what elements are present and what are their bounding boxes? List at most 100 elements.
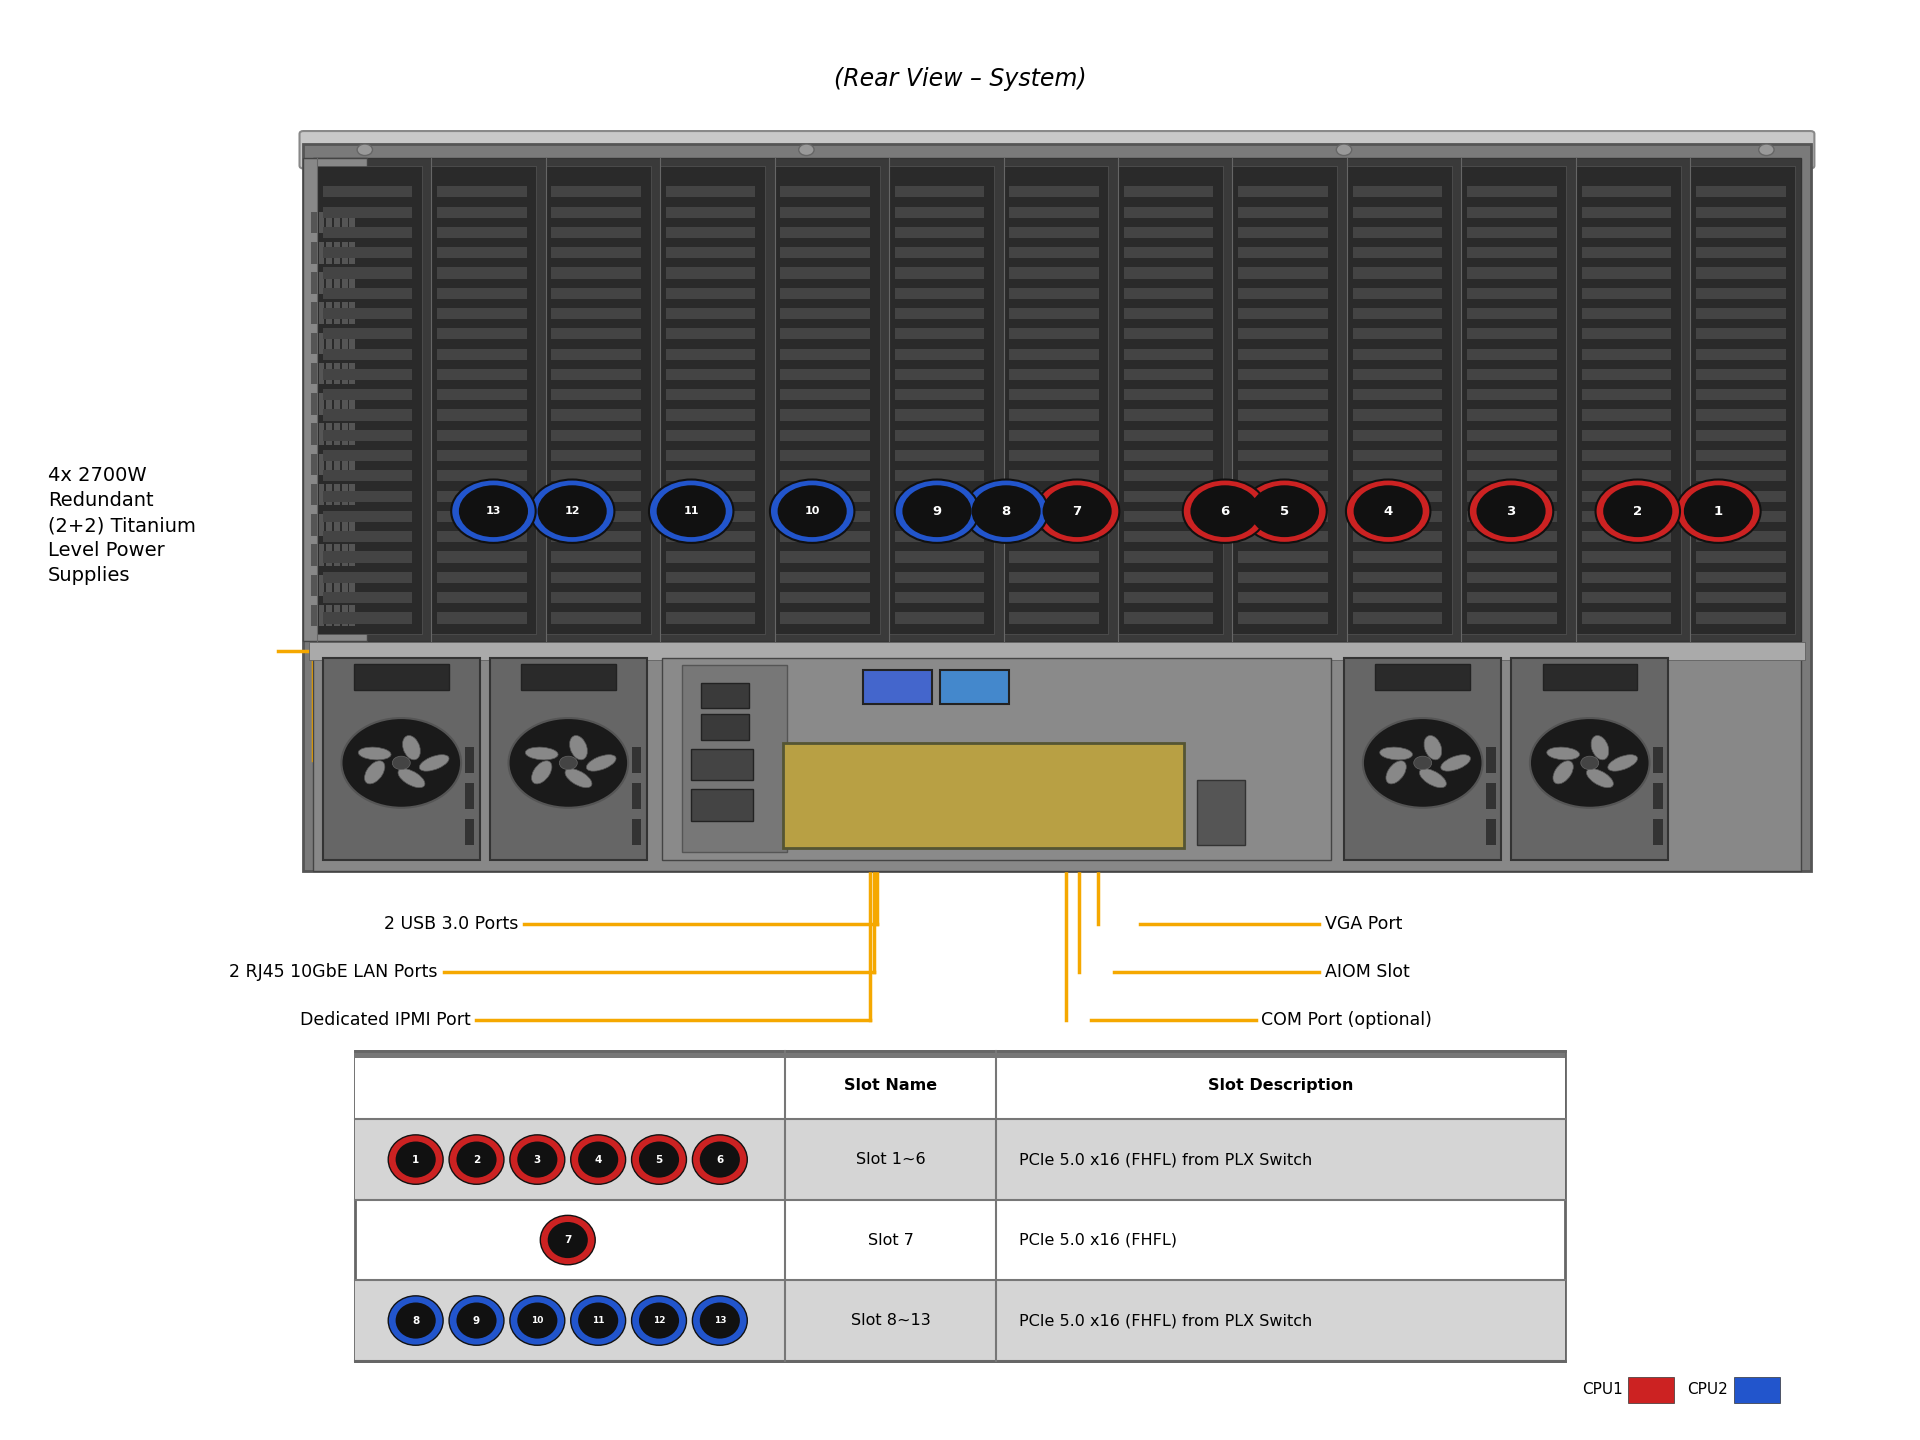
Bar [1010, 429, 1098, 441]
Bar [1467, 186, 1557, 197]
Bar [1123, 429, 1213, 441]
Bar [1123, 268, 1213, 278]
Bar [349, 242, 355, 264]
Bar [1582, 186, 1670, 197]
Bar [1695, 409, 1786, 420]
Bar [438, 308, 526, 320]
Ellipse shape [457, 1303, 497, 1339]
Bar [1467, 471, 1557, 481]
Bar [1582, 612, 1670, 624]
Bar [490, 658, 647, 860]
Bar [666, 228, 755, 238]
Bar [780, 531, 870, 543]
Bar [551, 612, 641, 624]
Bar [780, 389, 870, 400]
Bar [1467, 429, 1557, 441]
Bar [438, 186, 526, 197]
Bar [1467, 348, 1557, 360]
Text: 4: 4 [1384, 504, 1392, 518]
Bar [1354, 471, 1442, 481]
Bar [895, 228, 985, 238]
Circle shape [1354, 485, 1423, 537]
Bar [551, 409, 641, 420]
Bar [1238, 572, 1329, 583]
Bar [895, 328, 985, 340]
Bar [438, 268, 526, 278]
Bar [323, 186, 413, 197]
Bar [666, 451, 755, 461]
Text: 9: 9 [933, 504, 941, 518]
Bar [1695, 491, 1786, 501]
Bar [438, 491, 526, 501]
Circle shape [1476, 485, 1546, 537]
Bar [780, 491, 870, 501]
Bar [342, 454, 348, 475]
Bar [319, 454, 324, 475]
Bar [1695, 552, 1786, 563]
Bar [438, 511, 526, 523]
Text: 8: 8 [1002, 504, 1010, 518]
Bar [666, 348, 755, 360]
Bar [1582, 592, 1670, 603]
Bar [1354, 328, 1442, 340]
Bar [666, 389, 755, 400]
Bar [465, 819, 474, 845]
Bar [334, 575, 340, 596]
Bar [326, 544, 332, 566]
Bar [1123, 552, 1213, 563]
Bar [311, 333, 317, 354]
Bar [895, 248, 985, 258]
Bar [1010, 228, 1098, 238]
Bar [1467, 248, 1557, 258]
Bar [349, 484, 355, 505]
Bar [319, 272, 324, 294]
Circle shape [459, 485, 528, 537]
Bar [1695, 206, 1786, 217]
Bar [1690, 166, 1795, 634]
Bar [326, 242, 332, 264]
Bar [311, 212, 317, 233]
Bar [1123, 451, 1213, 461]
Bar [323, 471, 413, 481]
Circle shape [1530, 719, 1649, 808]
Bar [780, 612, 870, 624]
Circle shape [1242, 480, 1327, 543]
Circle shape [649, 480, 733, 543]
Bar [895, 348, 985, 360]
Bar [666, 491, 755, 501]
Bar [355, 1051, 1565, 1063]
Bar [551, 471, 641, 481]
Bar [1238, 228, 1329, 238]
Ellipse shape [1592, 736, 1609, 760]
Bar [780, 471, 870, 481]
Bar [1582, 451, 1670, 461]
Bar [1467, 451, 1557, 461]
Bar [313, 648, 1801, 871]
Bar [895, 186, 985, 197]
Bar [780, 206, 870, 217]
Circle shape [799, 144, 814, 156]
Bar [326, 393, 332, 415]
Circle shape [778, 485, 847, 537]
Bar [323, 389, 413, 400]
Bar [551, 389, 641, 400]
Bar [666, 429, 755, 441]
Bar [1695, 308, 1786, 320]
Bar [895, 268, 985, 278]
Bar [783, 743, 1183, 848]
Bar [334, 605, 340, 626]
Bar [1354, 409, 1442, 420]
Bar [342, 212, 348, 233]
Bar [349, 575, 355, 596]
Bar [780, 592, 870, 603]
Bar [438, 429, 526, 441]
Bar [1238, 451, 1329, 461]
Bar [666, 268, 755, 278]
Bar [895, 511, 985, 523]
Bar [326, 333, 332, 354]
Bar [895, 206, 985, 217]
Text: Slot 1~6: Slot 1~6 [856, 1152, 925, 1166]
Bar [1010, 552, 1098, 563]
Bar [1628, 1377, 1674, 1403]
Bar [1467, 572, 1557, 583]
